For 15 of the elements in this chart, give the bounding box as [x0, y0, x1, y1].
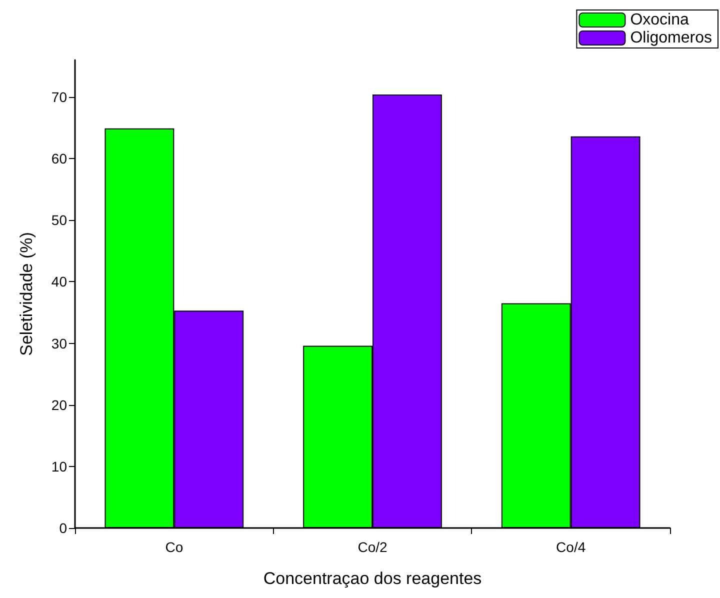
x-tick-label: Co/2 [358, 539, 388, 555]
legend-label: Oligomeros [630, 30, 712, 46]
y-axis-title: Seletividade (%) [17, 232, 36, 356]
legend-label: Oxocina [630, 12, 689, 28]
x-tick-label: Co [165, 539, 184, 555]
y-tick-label: 70 [51, 88, 68, 105]
y-tick-label: 50 [51, 212, 68, 228]
y-tick-label: 0 [59, 520, 68, 536]
y-tick-label: 10 [51, 458, 68, 474]
y-tick-label: 40 [51, 274, 68, 290]
y-tick-label: 20 [51, 396, 68, 413]
x-axis-title: Concentraçao dos reagentes [263, 569, 482, 588]
y-tick-label: 30 [51, 335, 68, 352]
y-tick-label: 60 [51, 150, 68, 167]
x-tick-label: Co/4 [556, 539, 586, 555]
